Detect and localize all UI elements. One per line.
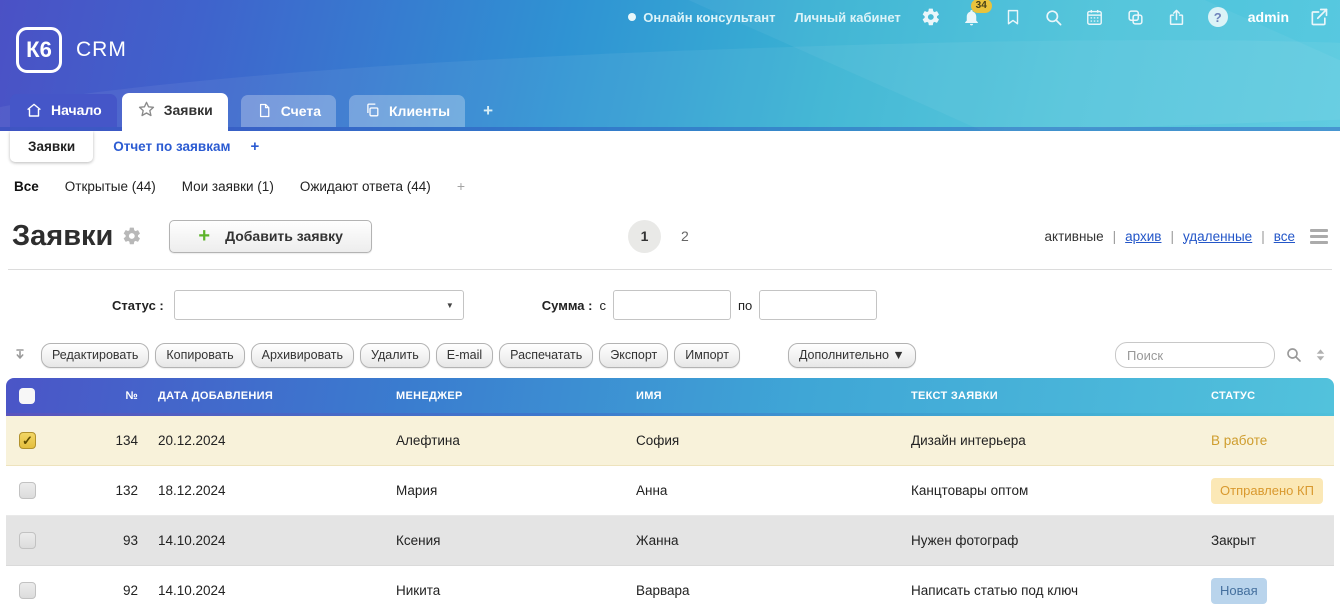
notifications-bell-icon[interactable]: 34 bbox=[961, 0, 992, 28]
online-consultant-link[interactable]: Онлайн консультант bbox=[628, 10, 776, 25]
column-header-status[interactable]: СТАТУС bbox=[1211, 389, 1256, 402]
filter-mine[interactable]: Мои заявки (1) bbox=[181, 178, 274, 194]
sub-tabbar: Заявки Отчет по заявкам + bbox=[0, 131, 1340, 165]
tab-home[interactable]: Начало bbox=[10, 94, 117, 127]
view-archive-link[interactable]: архив bbox=[1125, 228, 1162, 244]
view-active-link[interactable]: активные bbox=[1044, 228, 1104, 244]
row-checkbox[interactable] bbox=[19, 532, 36, 549]
subtab-requests[interactable]: Заявки bbox=[10, 131, 94, 162]
archive-button[interactable]: Архивировать bbox=[250, 342, 354, 368]
sum-to-input[interactable] bbox=[759, 290, 878, 320]
chat-bubbles-icon[interactable] bbox=[1125, 6, 1147, 28]
view-deleted-link[interactable]: удаленные bbox=[1183, 228, 1253, 244]
status-select[interactable]: ▼ bbox=[173, 290, 464, 320]
table-search-icon[interactable] bbox=[1285, 346, 1303, 364]
upload-share-icon[interactable] bbox=[1166, 6, 1188, 28]
add-tab-button[interactable]: + bbox=[483, 101, 494, 120]
bookmark-icon[interactable] bbox=[1002, 6, 1024, 28]
sum-filter-label: Сумма : bbox=[541, 297, 593, 313]
status-badge: Закрыт bbox=[1211, 533, 1256, 548]
table-row[interactable]: ✓ 134 20.12.2024 Алефтина София Дизайн и… bbox=[6, 416, 1334, 466]
app-name: CRM bbox=[76, 38, 127, 61]
column-header-text[interactable]: ТЕКСТ ЗАЯВКИ bbox=[911, 389, 998, 402]
email-button[interactable]: E-mail bbox=[435, 342, 494, 368]
copy-button[interactable]: Копировать bbox=[155, 342, 245, 368]
column-header-date[interactable]: ДАТА ДОБАВЛЕНИЯ bbox=[158, 389, 274, 402]
row-checkbox[interactable] bbox=[19, 482, 36, 499]
import-button[interactable]: Импорт bbox=[674, 342, 740, 368]
column-header-manager[interactable]: МЕНЕДЖЕР bbox=[396, 389, 463, 402]
print-button[interactable]: Распечатать bbox=[499, 342, 594, 368]
menu-hamburger-icon[interactable] bbox=[1310, 228, 1328, 244]
table-header-strip bbox=[6, 413, 1334, 416]
logo-badge: К6 bbox=[16, 27, 62, 73]
tab-invoices[interactable]: Счета bbox=[240, 95, 336, 127]
document-icon bbox=[256, 102, 273, 119]
add-filter-button[interactable]: + bbox=[456, 178, 465, 194]
personal-account-link[interactable]: Личный кабинет bbox=[794, 9, 901, 25]
home-icon bbox=[25, 101, 43, 119]
sum-to-label: по bbox=[737, 297, 753, 313]
add-subtab-button[interactable]: + bbox=[250, 138, 260, 155]
delete-button[interactable]: Удалить bbox=[360, 342, 430, 368]
sum-from-input[interactable] bbox=[612, 290, 731, 320]
view-all-link[interactable]: все bbox=[1273, 228, 1295, 244]
app-header: К6 CRM Онлайн консультант Личный кабинет… bbox=[0, 0, 1340, 131]
select-all-checkbox[interactable] bbox=[19, 387, 35, 404]
quick-filters: Все Открытые (44) Мои заявки (1) Ожидают… bbox=[0, 165, 1340, 197]
edit-button[interactable]: Редактировать bbox=[41, 342, 150, 368]
table-row[interactable]: 132 18.12.2024 Мария Анна Канцтовары опт… bbox=[6, 466, 1334, 516]
subtab-report[interactable]: Отчет по заявкам bbox=[113, 139, 231, 154]
copy-pages-icon bbox=[364, 102, 381, 119]
page-settings-gear-icon[interactable] bbox=[122, 226, 142, 246]
logout-icon[interactable] bbox=[1308, 6, 1330, 28]
page-header: Заявки + Добавить заявку 1 2 активные | … bbox=[0, 213, 1340, 259]
status-badge: Отправлено КП bbox=[1211, 477, 1323, 504]
tab-requests[interactable]: Заявки bbox=[121, 93, 228, 131]
pagination-page-2[interactable]: 2 bbox=[681, 228, 689, 244]
more-actions-button[interactable]: Дополнительно ▼ bbox=[787, 342, 916, 368]
actions-toolbar: Редактировать Копировать Архивировать Уд… bbox=[0, 336, 1340, 376]
filter-panel: Статус : ▼ Сумма : с по bbox=[0, 270, 1340, 336]
help-icon[interactable]: ? bbox=[1207, 6, 1229, 28]
table-row[interactable]: 92 14.10.2024 Никита Варвара Написать ст… bbox=[6, 566, 1334, 613]
notification-count-badge: 34 bbox=[970, 0, 992, 13]
current-user-label[interactable]: admin bbox=[1247, 9, 1289, 25]
online-status-dot bbox=[628, 13, 637, 21]
tab-clients[interactable]: Клиенты bbox=[349, 95, 466, 127]
plus-icon: + bbox=[198, 224, 211, 247]
section-divider bbox=[8, 269, 1332, 270]
dock-toolbar-icon[interactable] bbox=[12, 347, 28, 363]
filter-all[interactable]: Все bbox=[14, 178, 39, 194]
star-icon bbox=[137, 100, 156, 119]
pagination: 1 2 bbox=[628, 219, 689, 253]
column-header-num[interactable]: № bbox=[125, 389, 138, 402]
chevron-down-icon: ▼ bbox=[445, 300, 454, 310]
column-header-name[interactable]: ИМЯ bbox=[636, 389, 662, 402]
filter-awaiting[interactable]: Ожидают ответа (44) bbox=[299, 178, 431, 194]
row-checkbox[interactable] bbox=[19, 582, 36, 599]
status-badge: Новая bbox=[1211, 577, 1267, 604]
app-logo[interactable]: К6 CRM bbox=[16, 27, 127, 73]
settings-gear-icon[interactable] bbox=[920, 6, 942, 28]
filter-open[interactable]: Открытые (44) bbox=[64, 178, 156, 194]
add-request-button[interactable]: + Добавить заявку bbox=[169, 219, 372, 253]
calendar-icon[interactable] bbox=[1084, 6, 1106, 28]
sort-arrows-icon[interactable] bbox=[1313, 346, 1328, 364]
pagination-page-1[interactable]: 1 bbox=[628, 219, 661, 253]
sum-from-label: с bbox=[599, 297, 606, 313]
view-links: активные | архив | удаленные | все bbox=[1044, 228, 1296, 244]
table-row[interactable]: 93 14.10.2024 Ксения Жанна Нужен фотогра… bbox=[6, 516, 1334, 566]
search-icon[interactable] bbox=[1043, 6, 1065, 28]
status-filter-label: Статус : bbox=[112, 297, 164, 313]
search-input[interactable] bbox=[1115, 342, 1275, 368]
export-button[interactable]: Экспорт bbox=[599, 342, 669, 368]
status-badge: В работе bbox=[1211, 433, 1268, 448]
tabbar-baseline bbox=[0, 127, 1340, 131]
requests-table: № ДАТА ДОБАВЛЕНИЯ МЕНЕДЖЕР ИМЯ ТЕКСТ ЗАЯ… bbox=[6, 378, 1334, 613]
page-title: Заявки bbox=[12, 219, 114, 252]
row-checkbox[interactable]: ✓ bbox=[19, 432, 36, 449]
table-header-row: № ДАТА ДОБАВЛЕНИЯ МЕНЕДЖЕР ИМЯ ТЕКСТ ЗАЯ… bbox=[6, 378, 1334, 413]
